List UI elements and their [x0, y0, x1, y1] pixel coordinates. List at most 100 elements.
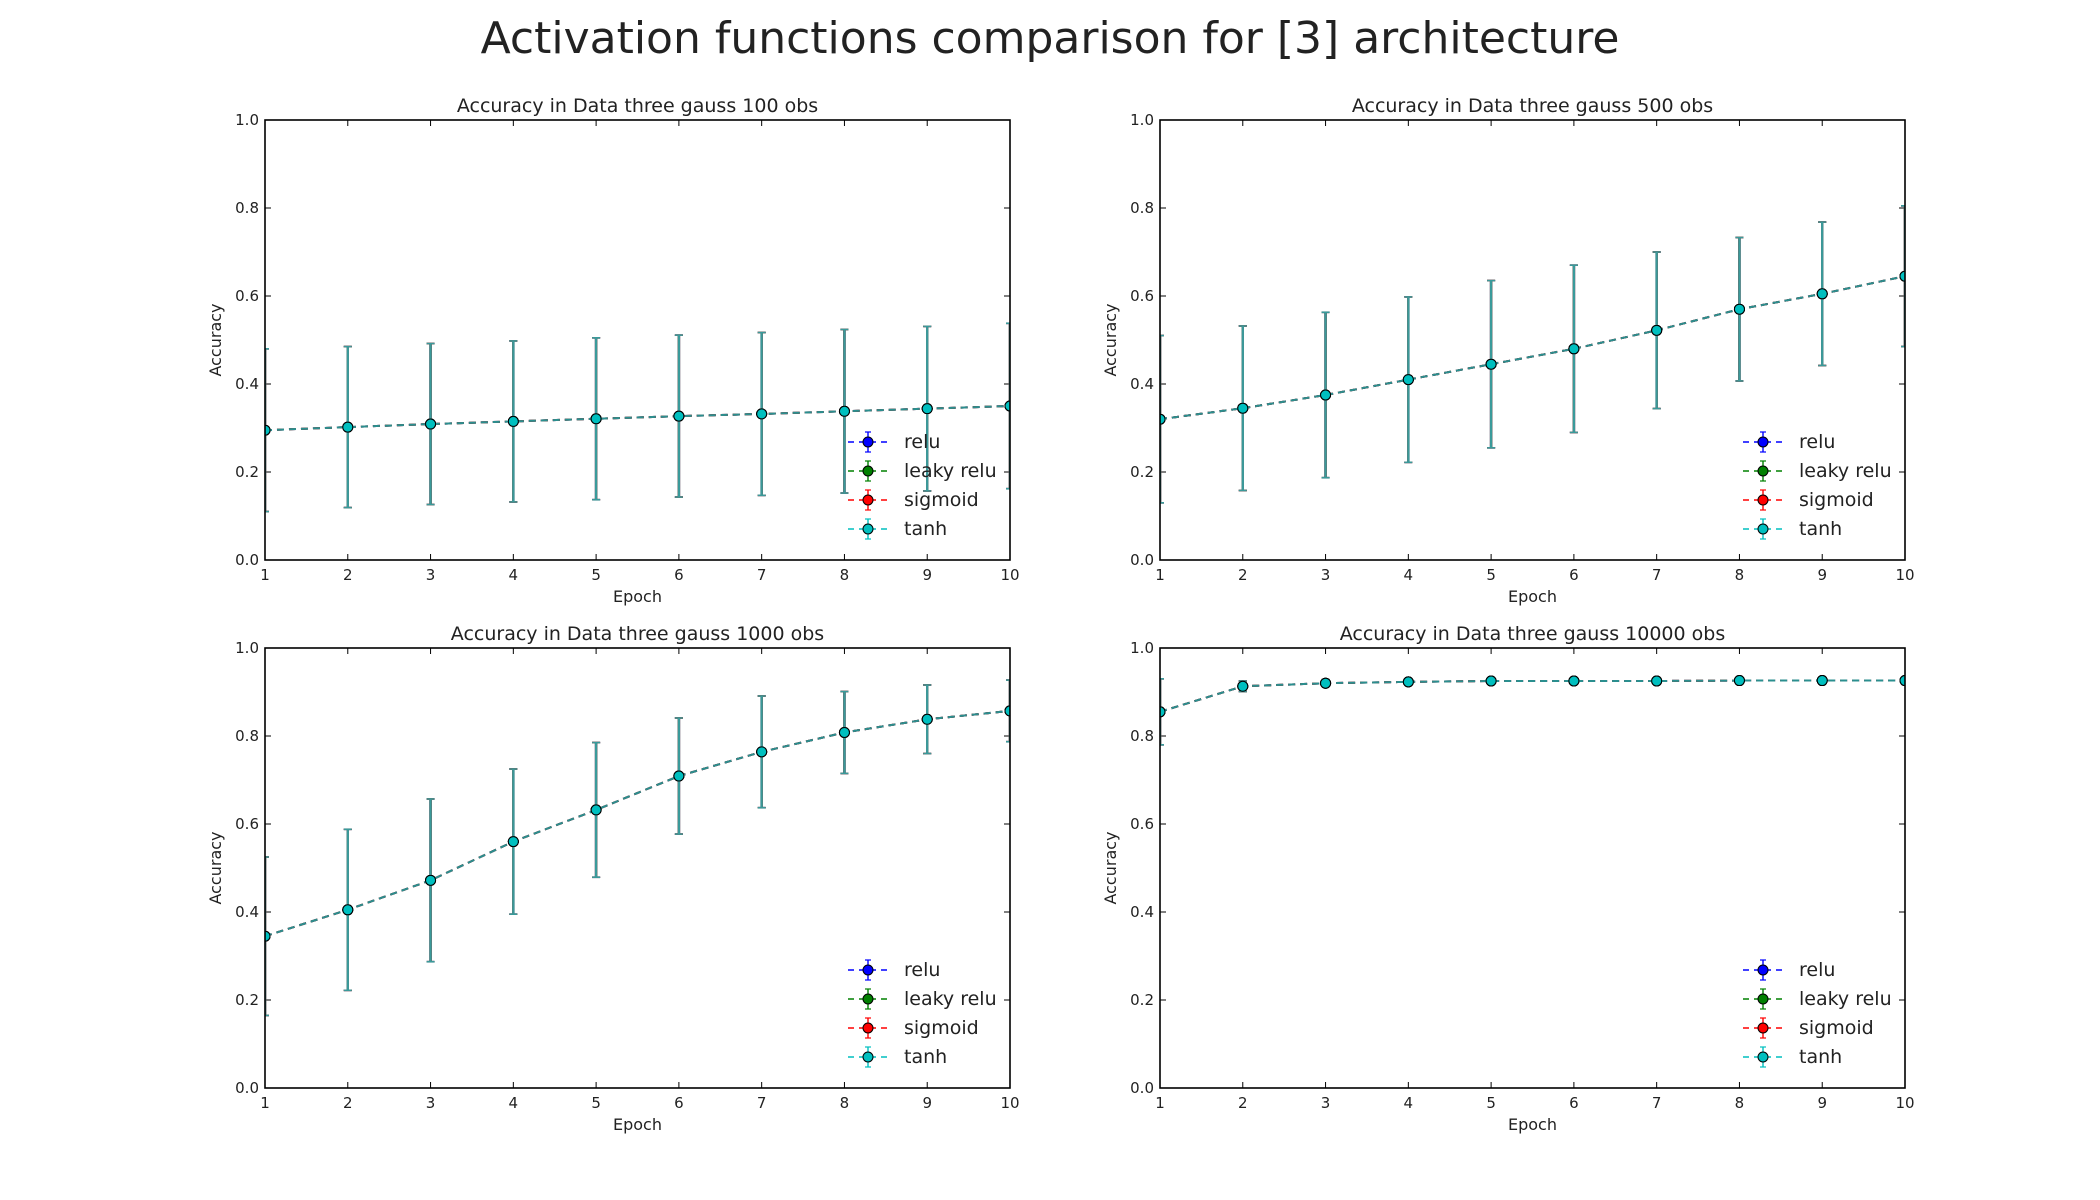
subplot-title: Accuracy in Data three gauss 10000 obs [1340, 623, 1726, 645]
plot-area [1160, 675, 1905, 746]
legend-label: relu [904, 959, 940, 981]
data-point [590, 804, 602, 816]
data-point [1237, 680, 1249, 692]
plot-area [1160, 205, 1905, 504]
x-tick-label: 7 [757, 1094, 767, 1112]
x-tick-label: 5 [591, 1094, 601, 1112]
series-line [1160, 275, 1905, 421]
legend-marker [1757, 1051, 1769, 1063]
legend: relu leaky relu sigmoid tanh [848, 431, 997, 540]
y-tick-label: 0.2 [1130, 463, 1154, 481]
y-tick-label: 0.2 [235, 991, 259, 1009]
x-tick-label: 8 [840, 566, 850, 584]
x-tick-label: 4 [1404, 566, 1414, 584]
series-line [265, 709, 1010, 938]
series-line [1160, 275, 1905, 421]
plot-area [265, 679, 1010, 1017]
series-relu [1160, 205, 1905, 504]
legend-label: sigmoid [904, 489, 979, 511]
legend-item-sigmoid: sigmoid [1743, 489, 1874, 511]
legend-marker [1757, 964, 1769, 976]
legend-marker [1757, 1022, 1769, 1034]
y-tick-label: 0.8 [235, 727, 259, 745]
y-tick-label: 0.6 [235, 287, 259, 305]
y-tick-label: 0.2 [1130, 991, 1154, 1009]
series-leaky-relu [1160, 205, 1905, 504]
y-tick-label: 1.0 [1130, 639, 1154, 657]
legend-label: tanh [904, 518, 947, 540]
series-line [265, 709, 1010, 938]
legend-label: leaky relu [1799, 460, 1892, 482]
legend-item-leaky-relu: leaky relu [1743, 988, 1892, 1010]
x-tick-label: 9 [922, 566, 932, 584]
legend-marker [862, 993, 874, 1005]
data-point [921, 403, 933, 415]
x-tick-label: 5 [1486, 1094, 1496, 1112]
y-axis-label: Accuracy [1101, 303, 1120, 376]
legend-item-leaky-relu: leaky relu [1743, 460, 1892, 482]
y-axis-label: Accuracy [206, 303, 225, 376]
data-point [838, 726, 850, 738]
x-tick-label: 1 [260, 1094, 270, 1112]
x-tick-label: 8 [1735, 1094, 1745, 1112]
x-tick-label: 8 [840, 1094, 850, 1112]
data-point [590, 413, 602, 425]
x-axis-label: Epoch [613, 1115, 662, 1134]
y-tick-label: 0.0 [235, 1079, 259, 1097]
series-line [1160, 275, 1905, 421]
legend-marker [862, 494, 874, 506]
data-point [425, 418, 437, 430]
x-tick-label: 10 [1000, 566, 1019, 584]
data-point [756, 408, 768, 420]
x-tick-label: 1 [1155, 566, 1165, 584]
data-point [1004, 705, 1010, 717]
data-point [921, 713, 933, 725]
x-axis-label: Epoch [1508, 587, 1557, 606]
legend-item-relu: relu [1743, 431, 1835, 453]
y-tick-label: 1.0 [235, 111, 259, 129]
y-tick-label: 0.4 [235, 375, 259, 393]
series-line [265, 709, 1010, 938]
x-tick-label: 5 [591, 566, 601, 584]
data-point [265, 424, 271, 436]
legend-label: tanh [1799, 518, 1842, 540]
y-tick-label: 0.6 [1130, 287, 1154, 305]
x-tick-label: 2 [1238, 1094, 1248, 1112]
axes-frame [1159, 119, 1906, 561]
subplots-grid: Accuracy in Data three gauss 100 obs 1 2 3 4… [206, 95, 1915, 1134]
x-tick-label: 6 [674, 566, 684, 584]
legend-label: relu [904, 431, 940, 453]
data-point [1402, 676, 1414, 688]
legend-marker [1757, 993, 1769, 1005]
data-point [1004, 400, 1010, 412]
plot-area [265, 322, 1010, 513]
data-point [507, 415, 519, 427]
data-point [1485, 675, 1497, 687]
x-axis-label: Epoch [613, 587, 662, 606]
subplot-3: Accuracy in Data three gauss 1000 obs 1 2 3… [206, 623, 1020, 1134]
y-tick-label: 0.8 [1130, 727, 1154, 745]
legend-label: sigmoid [904, 1017, 979, 1039]
subplot-1: Accuracy in Data three gauss 100 obs 1 2 3 4… [206, 95, 1020, 606]
data-point [1816, 675, 1828, 687]
data-point [1651, 675, 1663, 687]
x-tick-label: 6 [674, 1094, 684, 1112]
legend-marker [862, 1051, 874, 1063]
legend-item-relu: relu [848, 431, 940, 453]
data-point [1816, 288, 1828, 300]
x-tick-label: 9 [922, 1094, 932, 1112]
data-point [756, 746, 768, 758]
series-sigmoid [265, 679, 1010, 1017]
legend-marker [1757, 465, 1769, 477]
data-point [1320, 389, 1332, 401]
data-point [1568, 675, 1580, 687]
subplot-title: Accuracy in Data three gauss 500 obs [1352, 95, 1713, 117]
data-point [1899, 270, 1905, 282]
data-point [1733, 675, 1745, 687]
series-sigmoid [1160, 205, 1905, 504]
y-axis-label: Accuracy [1101, 831, 1120, 904]
data-point [1402, 374, 1414, 386]
y-tick-label: 0.4 [1130, 375, 1154, 393]
series-leaky-relu [265, 679, 1010, 1017]
x-tick-label: 5 [1486, 566, 1496, 584]
